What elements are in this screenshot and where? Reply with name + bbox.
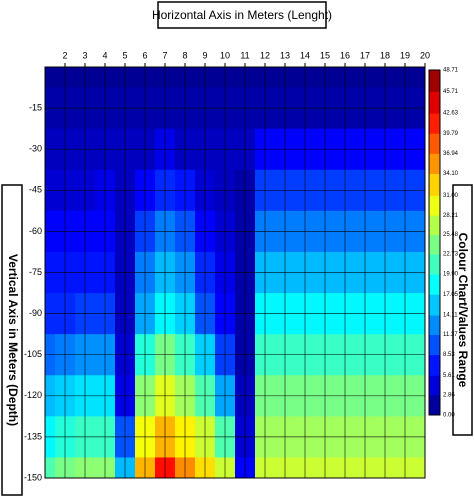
colorbar-swatch (429, 133, 440, 154)
y-tick-label: -75 (29, 267, 42, 277)
colorbar-tick-label: 11.37 (443, 332, 458, 338)
colorbar-swatch (429, 354, 440, 376)
colorbar-swatch (429, 215, 440, 236)
x-tick-label: 20 (420, 50, 430, 60)
colorbar-tick-label: 5.61 (443, 373, 455, 379)
x-tick-label: 10 (220, 50, 230, 60)
colorbar-tick-label: 28.21 (443, 213, 459, 219)
x-tick-label: 8 (182, 50, 187, 60)
colorbar-tick-label: 31.00 (443, 193, 459, 199)
x-tick-label: 18 (380, 50, 390, 60)
x-tick-label: 2 (62, 50, 67, 60)
colorbar-frame (428, 69, 441, 416)
x-tick-label: 6 (142, 50, 147, 60)
x-tick-label: 16 (340, 50, 350, 60)
colorbar-tick-label: 19.90 (443, 272, 459, 278)
x-tick-label: 15 (320, 50, 330, 60)
colorbar-swatch (429, 274, 440, 295)
colorbar-swatch (429, 394, 440, 416)
x-tick-label: 12 (260, 50, 270, 60)
contour-cell (45, 67, 56, 89)
colorbar-swatch (429, 195, 440, 216)
colorbar-tick-label: 39.79 (443, 131, 459, 137)
contour-cell (45, 457, 56, 478)
colorbar-swatch (429, 173, 440, 196)
colorbar-tick-label: 0.00 (443, 413, 455, 419)
colorbar-swatch (429, 113, 440, 134)
x-tick-label: 19 (400, 50, 410, 60)
y-tick-label: -90 (29, 308, 42, 318)
x-tick-label: 4 (102, 50, 107, 60)
x-tick-label: 14 (300, 50, 310, 60)
colorbar-swatch (429, 153, 440, 174)
colorbar-swatch (429, 234, 440, 255)
colorbar-label-box (452, 184, 473, 436)
colorbar-swatch (429, 315, 440, 335)
title-box (157, 1, 327, 29)
colorbar-tick-label: 45.71 (443, 89, 459, 95)
colorbar-tick-label: 14.11 (443, 313, 458, 319)
colorbar-swatch (429, 294, 440, 316)
y-axis-label: Vertical Axis in Meters (Depth) (6, 254, 20, 426)
x-tick-label: 7 (162, 50, 167, 60)
colorbar-swatch (429, 70, 440, 92)
y-tick-label: -15 (29, 102, 42, 112)
contour-cell (415, 67, 425, 89)
y-tick-label: -105 (24, 349, 42, 359)
x-tick-label: 13 (280, 50, 290, 60)
x-tick-label: 17 (360, 50, 370, 60)
colorbar-tick-label: 17.05 (443, 292, 459, 298)
colorbar-swatch (429, 375, 440, 396)
colorbar-tick-label: 25.48 (443, 232, 459, 238)
contour-cell (415, 457, 425, 478)
colorbar-tick-label: 42.63 (443, 111, 459, 117)
y-tick-label: -30 (29, 144, 42, 154)
chart-title: Horizontal Axis in Meters (Lenght) (152, 8, 332, 22)
y-tick-label: -150 (24, 472, 42, 482)
y-tick-label: -120 (24, 390, 42, 400)
colorbar-tick-label: 48.71 (443, 68, 459, 74)
y-tick-label: -60 (29, 226, 42, 236)
x-tick-label: 5 (122, 50, 127, 60)
x-tick-label: 11 (240, 50, 249, 60)
colorbar-swatch (429, 254, 440, 275)
y-label-box (1, 184, 23, 496)
colorbar-tick-label: 2.86 (443, 392, 455, 398)
colorbar-swatch (429, 334, 440, 356)
colorbar-tick-label: 36.94 (443, 151, 459, 157)
colorbar-tick-label: 8.53 (443, 352, 455, 358)
y-tick-label: -45 (29, 185, 42, 195)
y-tick-label: -135 (24, 431, 42, 441)
colorbar-swatch (429, 91, 440, 114)
x-tick-label: 3 (82, 50, 87, 60)
x-tick-label: 9 (202, 50, 207, 60)
colorbar-label: Colour Chart/Values Range (456, 233, 470, 388)
colorbar-tick-label: 34.10 (443, 171, 459, 177)
colorbar-tick-label: 22.73 (443, 252, 459, 258)
